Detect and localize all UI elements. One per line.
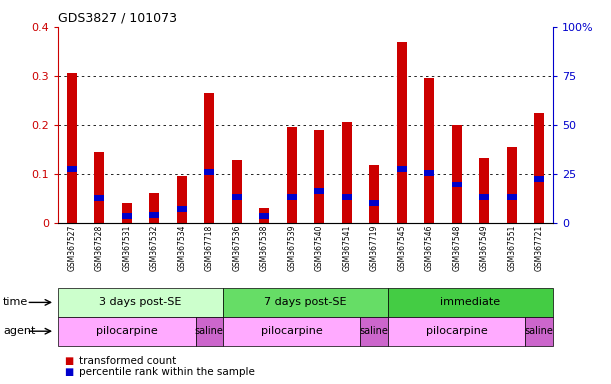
Bar — [67, 166, 76, 172]
Bar — [150, 212, 159, 218]
Bar — [370, 165, 379, 223]
Text: time: time — [3, 297, 28, 308]
Bar — [287, 127, 296, 223]
Text: GSM367719: GSM367719 — [370, 225, 379, 271]
Text: GSM367532: GSM367532 — [150, 225, 159, 271]
Bar — [177, 176, 186, 223]
Bar — [342, 194, 351, 200]
Text: transformed count: transformed count — [79, 356, 177, 366]
Bar — [342, 122, 351, 223]
Bar — [260, 214, 269, 219]
Text: 3 days post-SE: 3 days post-SE — [100, 297, 181, 308]
Text: GSM367549: GSM367549 — [480, 225, 489, 271]
Bar — [315, 130, 324, 223]
Bar — [205, 93, 214, 223]
Text: saline: saline — [195, 326, 224, 336]
Text: pilocarpine: pilocarpine — [426, 326, 488, 336]
Bar — [260, 208, 269, 223]
Bar — [150, 194, 159, 223]
Text: GSM367548: GSM367548 — [452, 225, 461, 271]
Bar — [232, 194, 241, 200]
Text: GSM367546: GSM367546 — [425, 225, 434, 271]
Text: GSM367539: GSM367539 — [287, 225, 296, 271]
Text: GSM367718: GSM367718 — [205, 225, 214, 271]
Bar — [122, 203, 131, 223]
Text: 7 days post-SE: 7 days post-SE — [264, 297, 347, 308]
Bar — [397, 166, 406, 172]
Text: pilocarpine: pilocarpine — [261, 326, 323, 336]
Text: immediate: immediate — [441, 297, 500, 308]
Bar — [232, 160, 241, 223]
Bar — [507, 194, 516, 200]
Bar — [177, 206, 186, 212]
Text: GSM367534: GSM367534 — [177, 225, 186, 271]
Text: GSM367540: GSM367540 — [315, 225, 324, 271]
Text: GSM367536: GSM367536 — [232, 225, 241, 271]
Text: GSM367545: GSM367545 — [397, 225, 406, 271]
Text: GSM367551: GSM367551 — [507, 225, 516, 271]
Text: saline: saline — [360, 326, 389, 336]
Bar — [370, 200, 379, 206]
Text: GSM367527: GSM367527 — [67, 225, 76, 271]
Bar — [95, 152, 104, 223]
Bar — [452, 182, 461, 187]
Text: GDS3827 / 101073: GDS3827 / 101073 — [58, 12, 177, 25]
Bar — [425, 170, 434, 176]
Text: pilocarpine: pilocarpine — [96, 326, 158, 336]
Bar — [480, 158, 489, 223]
Text: GSM367528: GSM367528 — [95, 225, 104, 271]
Bar — [315, 188, 324, 194]
Text: agent: agent — [3, 326, 35, 336]
Text: GSM367721: GSM367721 — [535, 225, 544, 271]
Text: ■: ■ — [64, 367, 73, 377]
Text: GSM367541: GSM367541 — [342, 225, 351, 271]
Bar — [205, 169, 214, 175]
Bar — [67, 73, 76, 223]
Bar — [397, 41, 406, 223]
Bar — [535, 113, 544, 223]
Bar — [480, 194, 489, 200]
Text: percentile rank within the sample: percentile rank within the sample — [79, 367, 255, 377]
Bar — [535, 176, 544, 182]
Bar — [95, 195, 104, 201]
Bar — [452, 125, 461, 223]
Text: saline: saline — [525, 326, 554, 336]
Bar — [425, 78, 434, 223]
Text: ■: ■ — [64, 356, 73, 366]
Bar — [287, 194, 296, 200]
Text: GSM367531: GSM367531 — [122, 225, 131, 271]
Text: GSM367538: GSM367538 — [260, 225, 269, 271]
Bar — [507, 147, 516, 223]
Bar — [122, 214, 131, 219]
